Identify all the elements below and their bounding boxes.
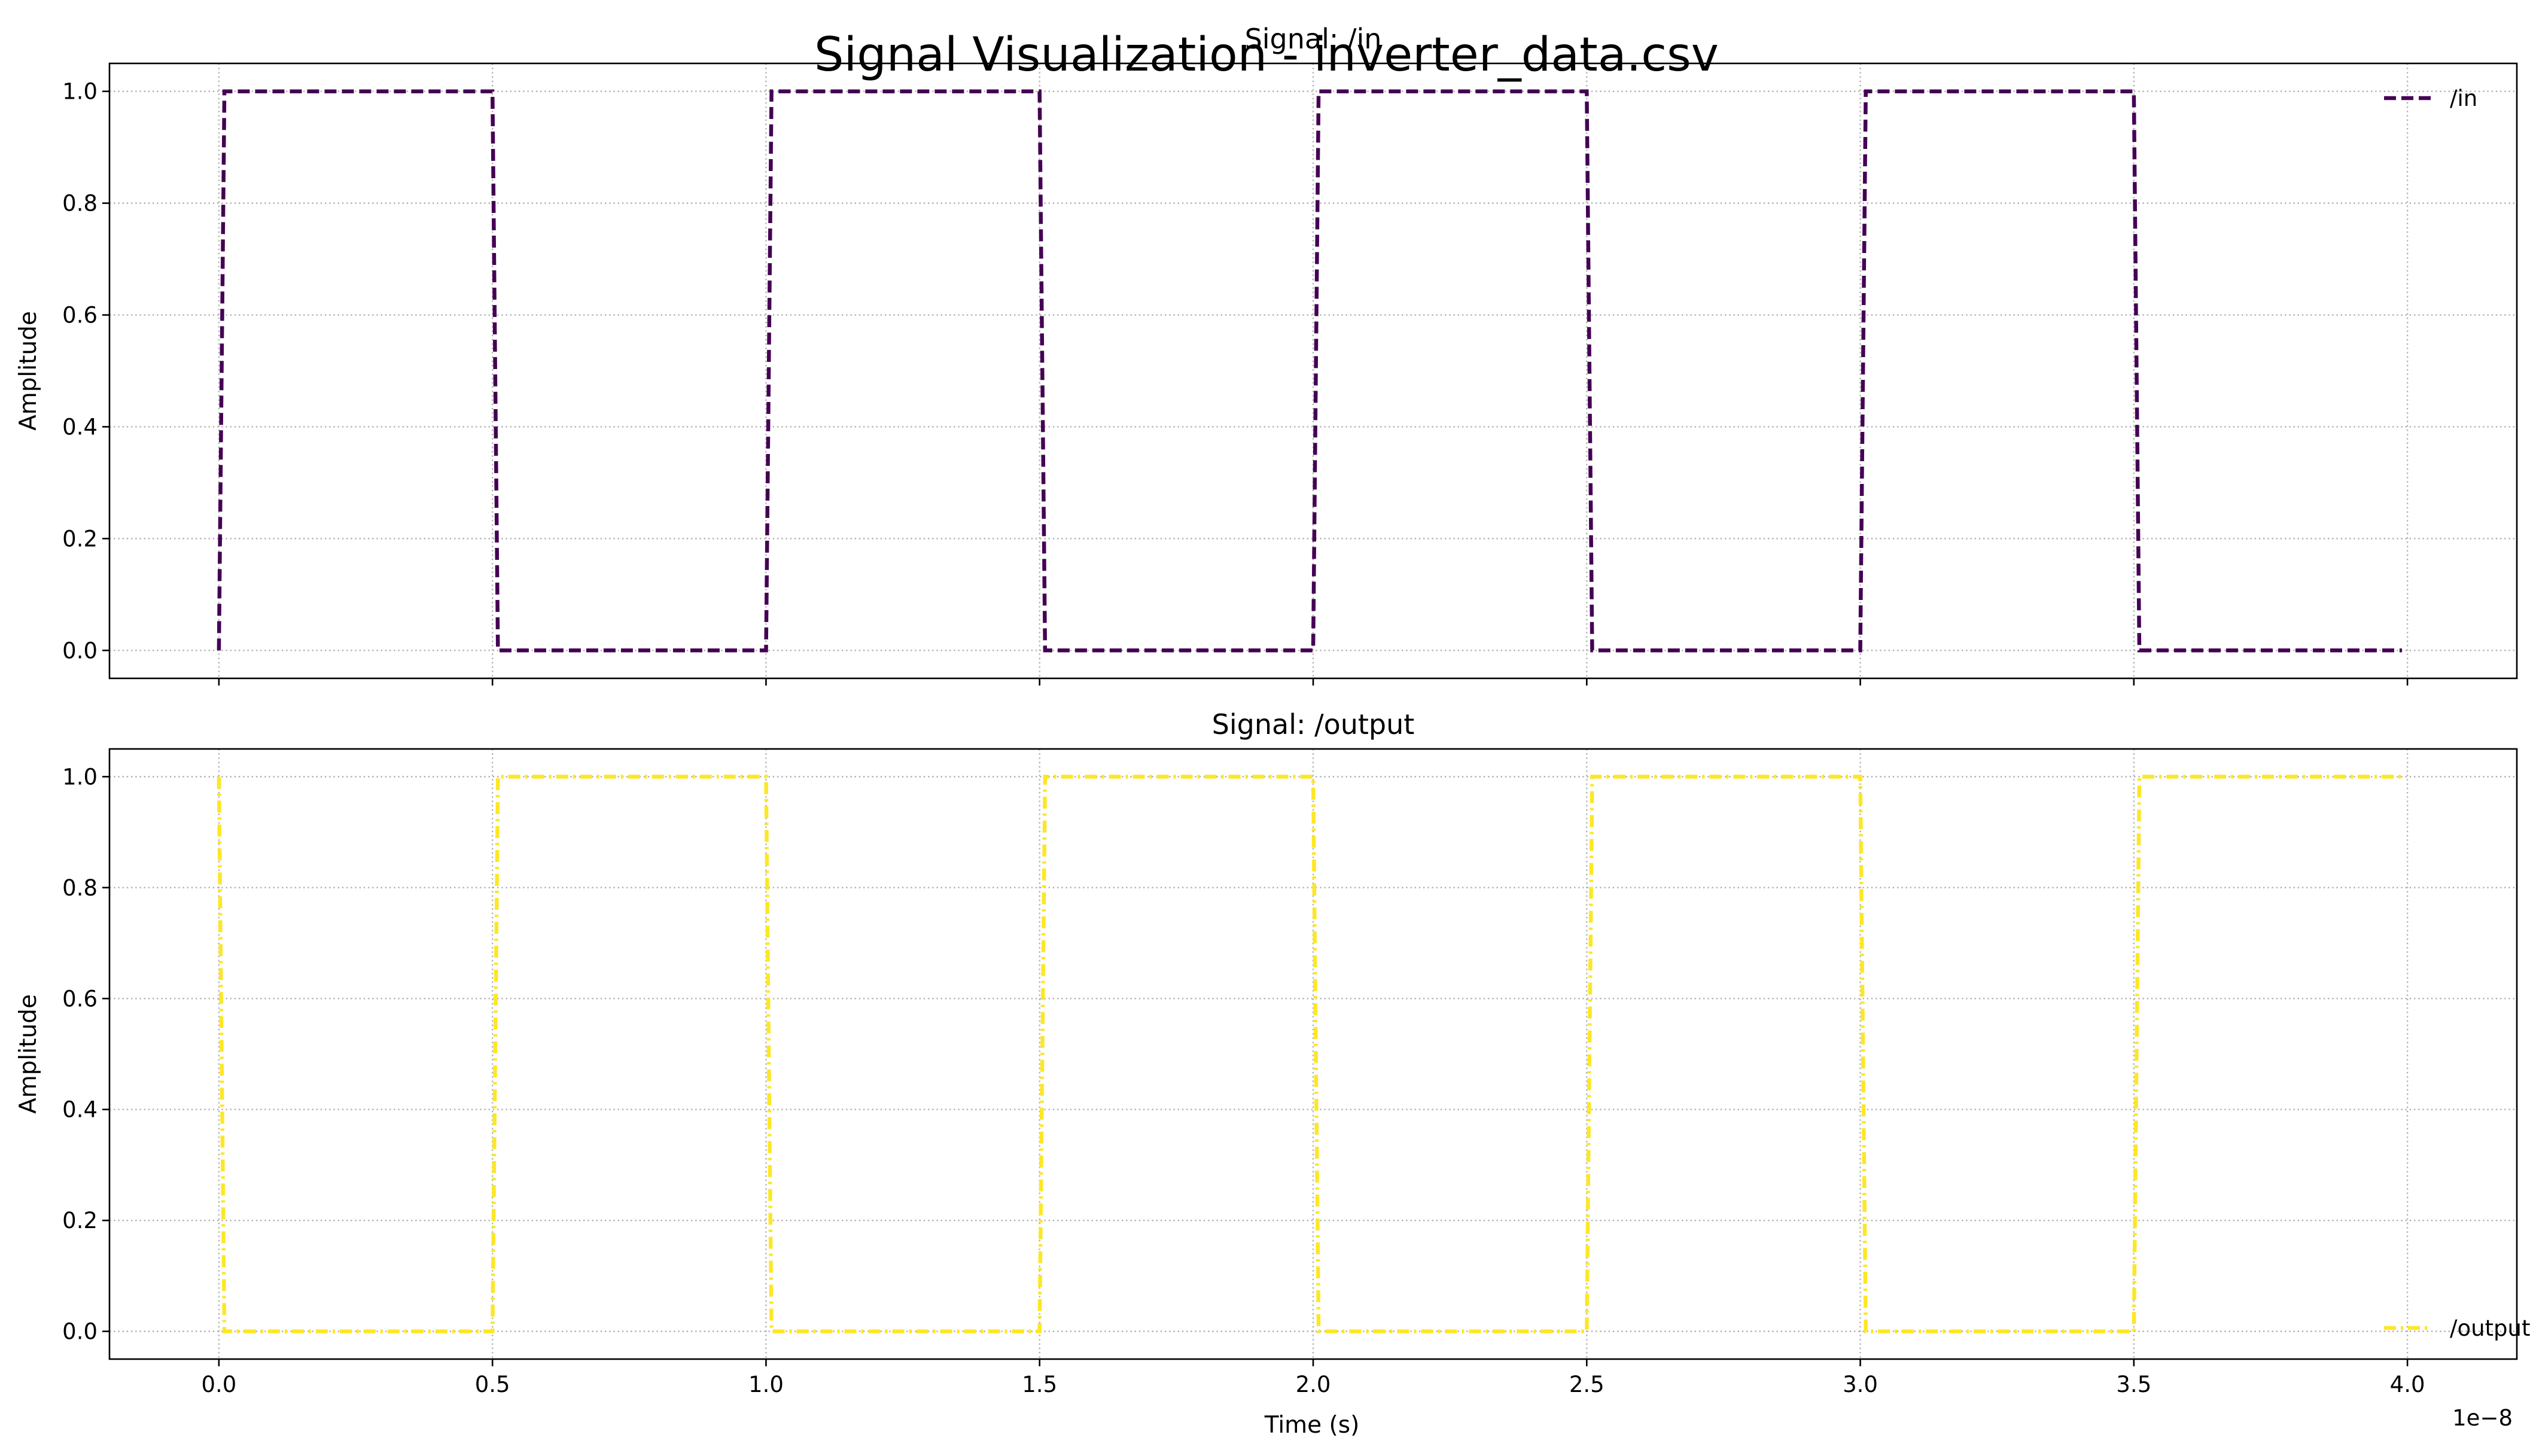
- x-tick-label: 1.0: [748, 1372, 784, 1397]
- y-tick-label: 0.4: [62, 1097, 98, 1123]
- y-tick-label: 0.0: [62, 638, 98, 663]
- x-axis-label: Time (s): [1264, 1412, 1360, 1439]
- y-axis-label: Amplitude: [15, 994, 42, 1114]
- series-line-in: [217, 89, 2402, 653]
- y-tick-label: 0.4: [62, 414, 98, 440]
- subplots: 0.0 0.2 0.4 0.6 0.8 1.0 Amplitude Signal: /in/i…: [15, 23, 2531, 1397]
- y-tick-label: 0.0: [62, 1319, 98, 1345]
- x-tick-label: 3.5: [2116, 1372, 2151, 1397]
- y-tick-label: 1.0: [62, 79, 98, 105]
- y-tick-label: 0.8: [62, 875, 98, 901]
- x-tick-label: 0.5: [475, 1372, 510, 1397]
- y-tick-label: 0.6: [62, 986, 98, 1012]
- y-tick-label: 0.8: [62, 191, 98, 217]
- series-line-output: [217, 775, 2402, 1333]
- x-tick-label: 4.0: [2390, 1372, 2425, 1397]
- legend: /in: [2384, 86, 2477, 111]
- y-tick-label: 0.2: [62, 526, 98, 552]
- x-tick-label: 2.0: [1296, 1372, 1331, 1397]
- x-tick-label: 3.0: [1843, 1372, 1878, 1397]
- subplot-title: Signal: /in: [1245, 23, 1382, 55]
- legend-label: /output: [2450, 1315, 2531, 1341]
- subplot-2: 0.0 0.5 1.0 1.5 2.0 2.5 3.0 3.5 4.0 0.0 0.2 0.4 0.6 0…: [15, 708, 2531, 1397]
- y-tick-label: 0.6: [62, 303, 98, 328]
- legend-label: /in: [2450, 86, 2477, 111]
- y-tick-label: 0.2: [62, 1208, 98, 1233]
- x-tick-label: 0.0: [201, 1372, 236, 1397]
- legend: /output: [2384, 1315, 2531, 1341]
- subplot-1: 0.0 0.2 0.4 0.6 0.8 1.0 Amplitude Signal: /in/i…: [15, 23, 2518, 686]
- y-axis-label: Amplitude: [15, 311, 42, 431]
- y-tick-label: 1.0: [62, 764, 98, 790]
- subplot-title: Signal: /output: [1212, 708, 1415, 741]
- x-tick-label: 1.5: [1022, 1372, 1057, 1397]
- x-axis-offset-text: 1e−8: [2452, 1405, 2513, 1431]
- x-tick-label: 2.5: [1569, 1372, 1605, 1397]
- figure-suptitle: Signal Visualization - inverter_data.csv: [814, 28, 1719, 82]
